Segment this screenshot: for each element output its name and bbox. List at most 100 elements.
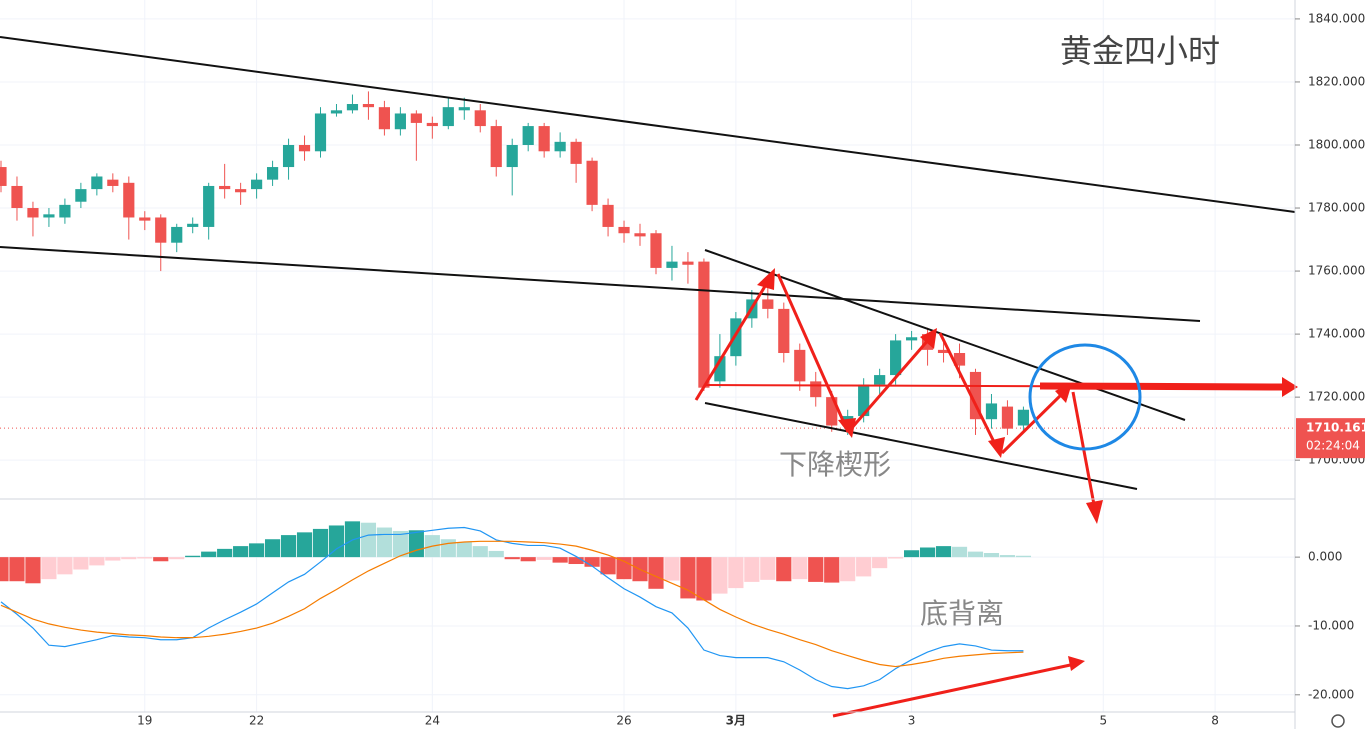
histogram-bar <box>1015 555 1032 558</box>
histogram-bar <box>185 555 201 558</box>
trendline <box>0 36 1296 213</box>
candle-body <box>251 179 263 190</box>
x-tick-label: 3 <box>908 714 916 728</box>
histogram-bar <box>360 522 377 558</box>
histogram-bar <box>233 546 249 558</box>
candle-body <box>778 308 790 354</box>
histogram-bar <box>536 557 552 560</box>
x-tick-label: 5 <box>1099 714 1107 728</box>
histogram-bar <box>504 557 520 560</box>
last-price-label: 1710.161 <box>1306 421 1365 435</box>
histogram-bar <box>57 557 73 575</box>
histogram-bar <box>264 539 281 558</box>
arrow-head <box>1282 377 1298 397</box>
y-tick-label: 1800.000 <box>1308 137 1365 151</box>
histogram-bar <box>967 551 984 558</box>
x-tick-label: 8 <box>1211 714 1219 728</box>
candle-body <box>826 397 838 426</box>
histogram-bar <box>344 521 361 558</box>
candle-body <box>618 226 630 234</box>
x-tick-label: 24 <box>425 714 440 728</box>
candle-body <box>554 141 566 152</box>
histogram-bar <box>9 557 25 582</box>
histogram-bar <box>696 557 712 601</box>
y-tick-label: 0.000 <box>1308 550 1342 564</box>
histogram-bar <box>584 557 600 567</box>
y-tick-label: -20.000 <box>1308 687 1354 701</box>
y-tick-label: 1780.000 <box>1308 201 1365 215</box>
candle-body <box>458 107 470 111</box>
candle-body <box>810 381 822 398</box>
candle-body <box>426 122 438 127</box>
histogram-bar <box>137 557 153 559</box>
histogram-bar <box>217 548 233 558</box>
arrow-head <box>1055 383 1072 403</box>
candle-body <box>410 113 422 123</box>
candle-body <box>570 141 582 164</box>
histogram-bar <box>169 557 185 560</box>
histogram-bar <box>312 528 329 558</box>
histogram-bar <box>0 557 9 582</box>
candle-body <box>266 167 279 180</box>
candle-body <box>203 185 215 227</box>
histogram-bar <box>904 550 920 558</box>
histogram-bar <box>472 546 488 558</box>
arrow <box>776 273 850 433</box>
zigzag-arrows <box>694 273 1286 718</box>
histogram-bar <box>408 530 424 558</box>
settings-icon[interactable] <box>1331 714 1345 728</box>
histogram-bar <box>888 557 904 559</box>
histogram-bar <box>919 547 936 558</box>
histogram-bar <box>680 557 696 599</box>
histogram-bar <box>89 557 105 566</box>
histogram-bar <box>744 557 760 582</box>
candle-body <box>235 189 247 193</box>
candle-body <box>969 371 982 420</box>
candle-body <box>219 185 231 190</box>
candle-body <box>442 107 454 127</box>
candle-body <box>346 104 359 111</box>
arrow-head <box>757 268 775 290</box>
candle-body <box>1001 406 1014 429</box>
histogram-bar <box>935 546 952 558</box>
trendline <box>0 246 1201 322</box>
candle-body <box>139 217 151 221</box>
histogram-bar <box>201 551 217 558</box>
candle-body <box>362 104 375 108</box>
histogram-bar <box>296 532 313 558</box>
candle-body <box>714 356 726 382</box>
histogram-bar <box>280 535 297 558</box>
histogram-bar <box>568 557 584 565</box>
candle-body <box>698 261 710 388</box>
candle-body <box>602 204 614 227</box>
y-tick-label: 1720.000 <box>1308 390 1365 404</box>
histogram-bar <box>999 555 1016 558</box>
candle-body <box>890 340 902 376</box>
candle-body <box>730 318 742 357</box>
drawings <box>0 36 1298 718</box>
histogram-bar <box>951 546 968 558</box>
histogram-bar <box>456 541 472 558</box>
countdown-label: 02:24:04 <box>1306 439 1360 453</box>
arrow <box>832 662 1076 718</box>
x-tick-label: 3月 <box>726 714 746 728</box>
arrow <box>694 277 772 401</box>
y-tick-label: 1740.000 <box>1308 327 1365 341</box>
arrow-head <box>1086 500 1103 524</box>
histogram-bar <box>856 557 872 577</box>
arrow-head <box>838 418 856 438</box>
candle-body <box>666 261 678 268</box>
candle-body <box>985 403 998 420</box>
candle-body <box>59 204 71 218</box>
x-tick-label: 22 <box>249 714 264 728</box>
axes: 19 22 24 26 3月 3 5 81700.0001720.0001740.000176… <box>137 11 1365 728</box>
histogram-bar <box>552 557 568 563</box>
candle-body <box>858 384 870 417</box>
candle-body <box>522 126 534 145</box>
wedge-line <box>704 402 1138 490</box>
histogram-bar <box>440 539 456 558</box>
arrow-heads <box>757 268 1298 671</box>
candle-body <box>155 217 167 243</box>
candle-body <box>187 223 199 227</box>
candle-body <box>762 299 774 309</box>
